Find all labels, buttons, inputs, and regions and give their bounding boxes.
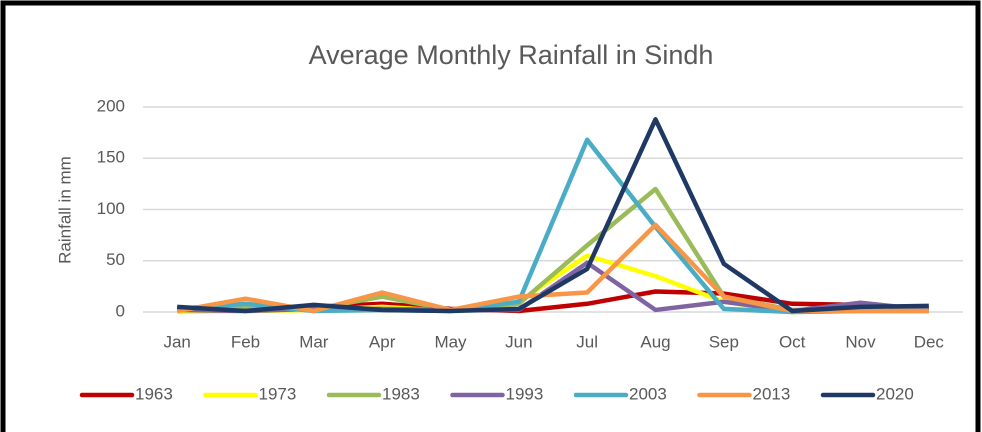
x-tick-label: Sep bbox=[709, 332, 739, 351]
x-tick-label: Oct bbox=[779, 332, 806, 351]
x-tick-label: Feb bbox=[231, 332, 260, 351]
x-tick-label: Jul bbox=[576, 332, 598, 351]
y-tick-label: 200 bbox=[97, 96, 125, 115]
x-tick-label: Jan bbox=[163, 332, 190, 351]
legend-label: 1993 bbox=[506, 384, 544, 403]
chart-title: Average Monthly Rainfall in Sindh bbox=[309, 40, 714, 70]
y-axis-label: Rainfall in mm bbox=[55, 156, 74, 264]
x-tick-label: Dec bbox=[914, 332, 945, 351]
series-line bbox=[177, 117, 929, 314]
x-tick-label: Aug bbox=[640, 332, 670, 351]
y-tick-label: 150 bbox=[97, 148, 125, 167]
legend-label: 2020 bbox=[876, 384, 914, 403]
legend-label: 2003 bbox=[629, 384, 667, 403]
x-tick-label: Jun bbox=[505, 332, 532, 351]
legend-label: 1983 bbox=[382, 384, 420, 403]
legend-label: 1963 bbox=[135, 384, 173, 403]
y-tick-label: 50 bbox=[106, 250, 125, 269]
legend-label: 1973 bbox=[259, 384, 297, 403]
legend-label: 2013 bbox=[753, 384, 791, 403]
x-tick-label: May bbox=[434, 332, 467, 351]
y-tick-label: 0 bbox=[116, 301, 125, 320]
x-tick-label: Nov bbox=[845, 332, 876, 351]
x-tick-label: Apr bbox=[369, 332, 396, 351]
y-tick-label: 100 bbox=[97, 199, 125, 218]
x-tick-label: Mar bbox=[299, 332, 329, 351]
